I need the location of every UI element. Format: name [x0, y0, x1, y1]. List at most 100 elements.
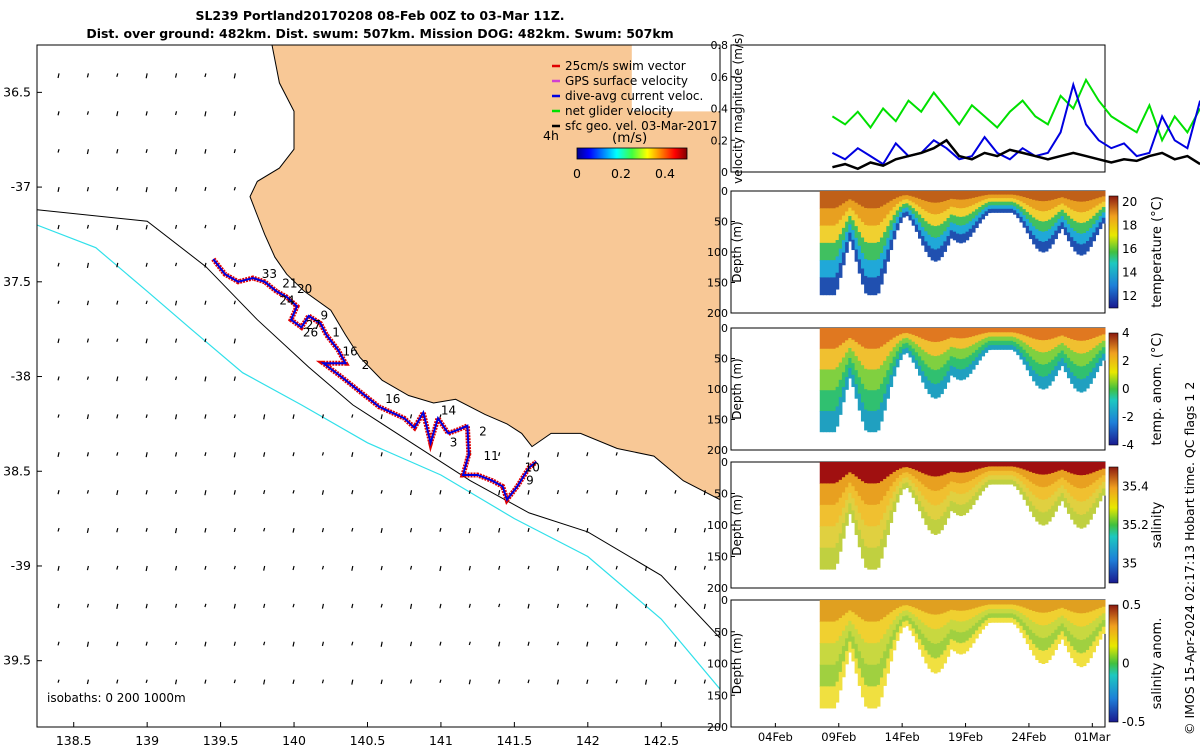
profile-cell [1016, 349, 1020, 356]
profile-cell [1035, 497, 1039, 510]
profile-cell [914, 633, 919, 643]
profile-cell [1028, 501, 1033, 512]
profile-cell [1000, 479, 1005, 485]
profile-cell [1101, 600, 1106, 608]
profile-cell [851, 328, 856, 341]
profile-cell [892, 501, 897, 512]
profile-cell [978, 207, 982, 213]
profile-cell [854, 491, 859, 507]
profile-cell [1079, 653, 1084, 668]
profile-cell [981, 467, 986, 475]
profile-cell [835, 462, 840, 483]
profile-cell [968, 198, 973, 207]
y-tick-label: 50 [714, 353, 728, 366]
profile-cell [911, 213, 916, 221]
profile-cell [886, 462, 890, 478]
profile-cell [1051, 370, 1055, 382]
vector-arrow [527, 641, 530, 646]
vector-arrow [233, 679, 236, 684]
profile-cell [848, 492, 852, 504]
profile-cell [838, 653, 843, 673]
profile-cell [1038, 340, 1043, 353]
profile-cell [1063, 212, 1068, 221]
profile-cell [911, 607, 916, 615]
profile-cell [1054, 337, 1058, 348]
profile-cell [905, 482, 909, 489]
profile-cell [1006, 194, 1011, 199]
profile-cell [879, 619, 884, 640]
profile-cell [832, 686, 837, 709]
profile-cell [1089, 600, 1093, 613]
profile-cell [943, 221, 948, 232]
profile-cell [1066, 199, 1071, 209]
profile-cell [1060, 469, 1065, 479]
profile-cell [867, 547, 871, 570]
profile-cell [997, 613, 1001, 619]
vector-arrow [263, 565, 266, 571]
legend-entry: 25cm/s swim vector [565, 59, 686, 73]
vector-arrow [204, 186, 207, 192]
profile-cell [838, 397, 843, 415]
profile-cell [851, 339, 856, 352]
profile-cell [965, 191, 970, 200]
profile-cell [889, 328, 894, 341]
profile-cell [905, 462, 909, 468]
profile-cell [826, 621, 830, 644]
profile-cell [984, 207, 989, 212]
vector-arrow [321, 527, 325, 533]
profile-cell [1051, 359, 1055, 371]
profile-cell [1082, 475, 1087, 489]
profile-cell [911, 208, 916, 215]
profile-cell [908, 606, 913, 613]
profile-cell [845, 377, 849, 390]
profile-cell [930, 248, 935, 261]
profile-cell [889, 612, 894, 625]
profile-cell [911, 621, 916, 629]
profile-cell [1095, 198, 1100, 207]
profile-cell [968, 191, 973, 200]
profile-cell [1054, 230, 1058, 240]
profile-cell [867, 277, 871, 296]
coastline [249, 45, 720, 501]
vector-arrow [468, 641, 471, 646]
profile-cell [1054, 462, 1058, 473]
profile-cell [1101, 353, 1106, 361]
profile-cell [895, 210, 900, 218]
profile-cell [1003, 608, 1008, 614]
profile-cell [975, 462, 979, 471]
profile-cell [1035, 635, 1039, 649]
profile-cell [924, 328, 929, 341]
profile-cell [956, 225, 960, 235]
profile-cell [1041, 241, 1046, 253]
profile-cell [1101, 626, 1106, 634]
profile-cell [819, 600, 824, 623]
profile-cell [867, 369, 871, 391]
profile-cell [873, 242, 878, 261]
day-label: 20 [297, 282, 312, 296]
profile-cell [924, 612, 929, 626]
profile-cell [927, 380, 932, 395]
vector-arrow [380, 565, 383, 571]
profile-cell [886, 370, 890, 385]
vector-arrow [644, 527, 648, 532]
y-tick-label: 200 [707, 444, 728, 457]
vector-arrow [263, 603, 266, 609]
profile-cell [933, 356, 938, 371]
profile-cell [1051, 235, 1055, 245]
vector-arrow [57, 641, 60, 646]
profile-cell [822, 643, 827, 666]
profile-cell [914, 487, 919, 496]
profile-cell [914, 495, 919, 505]
profile-cell [1070, 339, 1074, 351]
vector-arrow [116, 679, 119, 684]
profile-cell [902, 328, 906, 334]
profile-cell [1028, 471, 1033, 483]
profile-cell [978, 347, 982, 355]
profile-cell [819, 208, 824, 227]
profile-cell [1003, 332, 1008, 338]
profile-cell [1047, 362, 1052, 375]
profile-cell [902, 204, 906, 209]
profile-cell [971, 634, 976, 644]
y-tick-label: 37.5 [3, 274, 31, 289]
profile-cell [879, 206, 884, 223]
